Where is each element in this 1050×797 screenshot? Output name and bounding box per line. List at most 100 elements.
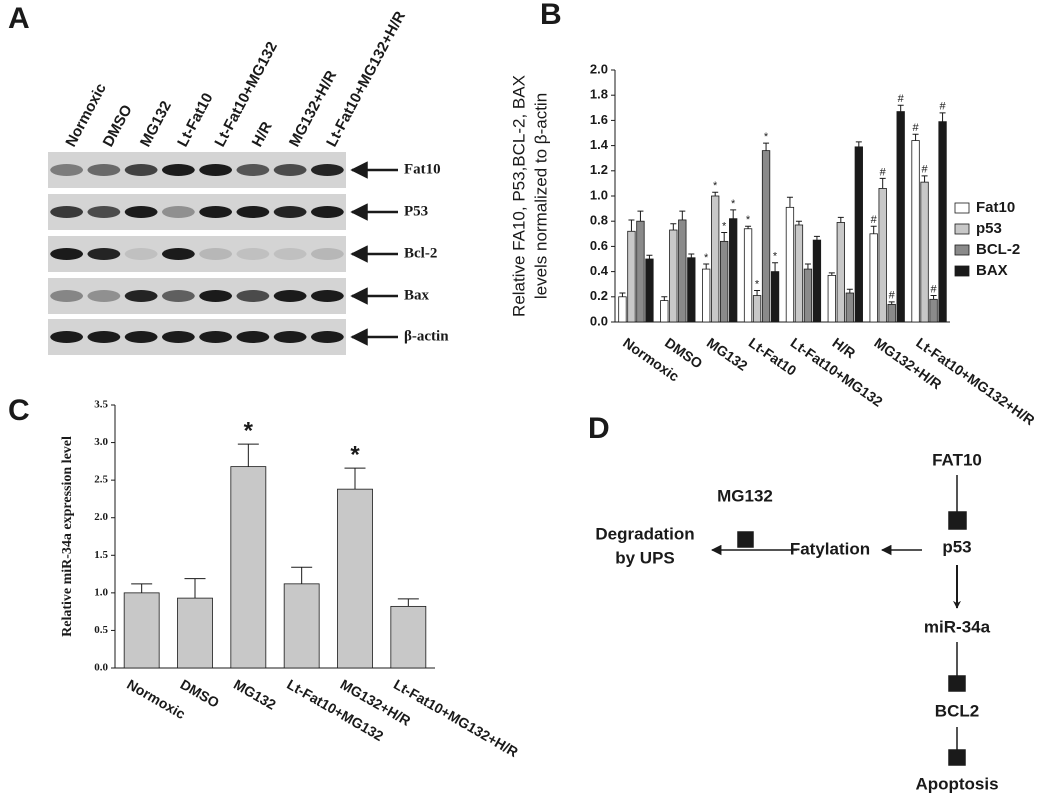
y-tick-label: 1.0 bbox=[590, 187, 608, 202]
error-bar bbox=[879, 177, 886, 189]
bar bbox=[938, 121, 947, 323]
blot-band bbox=[273, 164, 307, 176]
error-bar bbox=[754, 290, 761, 296]
error-bar bbox=[855, 141, 862, 147]
blot-band bbox=[310, 290, 344, 302]
significance-marker: * bbox=[755, 278, 760, 290]
row-label: Bax bbox=[404, 287, 430, 303]
bar bbox=[230, 466, 267, 669]
row-label: P53 bbox=[404, 203, 428, 219]
y-tick-label: 0.4 bbox=[590, 263, 609, 278]
blot-band bbox=[124, 331, 158, 343]
bar bbox=[896, 111, 905, 323]
significance-marker: # bbox=[913, 122, 920, 134]
blot-band bbox=[50, 331, 84, 343]
error-bar bbox=[712, 191, 719, 196]
blot-band bbox=[87, 290, 121, 302]
error-bar bbox=[804, 263, 811, 270]
y-tick-label: 2.0 bbox=[94, 511, 108, 523]
bar bbox=[770, 271, 780, 323]
row-label: Bcl-2 bbox=[404, 245, 437, 261]
error-bar bbox=[846, 288, 853, 294]
significance-marker: # bbox=[931, 283, 938, 295]
bar bbox=[636, 220, 645, 323]
legend-label: BCL-2 bbox=[976, 241, 1020, 258]
significance-marker: * bbox=[350, 441, 360, 468]
y-tick-label: 1.6 bbox=[590, 112, 608, 127]
significance-marker: * bbox=[731, 198, 736, 210]
significance-marker: * bbox=[773, 251, 778, 263]
bar bbox=[337, 488, 373, 669]
blot-band bbox=[161, 164, 195, 176]
blot-band bbox=[161, 248, 195, 260]
error-bar bbox=[184, 578, 206, 599]
y-tick-label: 1.5 bbox=[94, 549, 108, 561]
significance-marker: * bbox=[746, 214, 751, 226]
error-bar bbox=[131, 583, 153, 593]
node-label: FAT10 bbox=[932, 450, 982, 469]
y-tick-label: 0.0 bbox=[590, 313, 608, 328]
significance-marker: * bbox=[713, 180, 718, 192]
bar bbox=[803, 268, 813, 323]
error-bar bbox=[661, 296, 668, 301]
bar bbox=[729, 218, 738, 323]
legend-label: BAX bbox=[976, 262, 1008, 279]
blot-band bbox=[124, 164, 158, 176]
y-tick-label: 3.0 bbox=[94, 436, 108, 448]
y-tick-label: 0.0 bbox=[94, 662, 108, 674]
bar bbox=[283, 583, 320, 669]
error-bar bbox=[828, 272, 835, 276]
blot-band bbox=[199, 164, 233, 176]
y-tick-label: 1.2 bbox=[590, 162, 608, 177]
blot-band bbox=[50, 290, 84, 302]
row-label: β-actin bbox=[404, 328, 449, 344]
bar bbox=[669, 229, 678, 323]
legend-swatch bbox=[954, 223, 970, 235]
blot-band bbox=[124, 290, 158, 302]
blot-band bbox=[236, 248, 270, 260]
lane-label: H/R bbox=[249, 119, 276, 150]
bar bbox=[911, 140, 920, 323]
blot-band bbox=[310, 331, 344, 343]
blot-band bbox=[124, 206, 158, 218]
blot-band bbox=[87, 164, 121, 176]
blot-band bbox=[199, 206, 233, 218]
blot-band bbox=[199, 331, 233, 343]
error-bar bbox=[237, 443, 259, 467]
error-bar bbox=[628, 219, 635, 232]
error-bar bbox=[646, 254, 653, 259]
bar bbox=[687, 257, 696, 323]
y-tick-label: 3.5 bbox=[94, 399, 108, 411]
blot-band bbox=[161, 206, 195, 218]
bar bbox=[794, 224, 804, 323]
y-axis-label: levels normalized to β-actin bbox=[531, 93, 550, 299]
blot-band bbox=[87, 206, 121, 218]
error-bar bbox=[939, 112, 946, 122]
blot-band bbox=[199, 248, 233, 260]
blot-band bbox=[236, 206, 270, 218]
lane-label: Lt-Fat10 bbox=[174, 90, 216, 149]
error-bar bbox=[795, 220, 802, 225]
blot-band bbox=[50, 206, 84, 218]
error-bar bbox=[721, 232, 728, 242]
error-bar bbox=[912, 133, 919, 141]
y-axis-label: Relative FA10, P53,BCL-2, BAX bbox=[509, 75, 528, 317]
blot-band bbox=[310, 164, 344, 176]
bar bbox=[618, 296, 627, 323]
x-tick-label: Normoxic bbox=[124, 676, 188, 722]
blot-band bbox=[273, 248, 307, 260]
node-label: MG132 bbox=[717, 486, 773, 505]
bar bbox=[827, 274, 836, 323]
bar bbox=[123, 592, 160, 669]
error-bar bbox=[688, 253, 695, 258]
legend-swatch bbox=[954, 244, 970, 256]
panel-label: C bbox=[8, 394, 30, 427]
bar bbox=[929, 298, 938, 323]
panel-label: D bbox=[588, 412, 610, 445]
error-bar bbox=[772, 262, 779, 272]
blot-band bbox=[236, 164, 270, 176]
error-bar bbox=[870, 225, 877, 234]
error-bar bbox=[637, 210, 644, 222]
lane-label: DMSO bbox=[100, 102, 136, 150]
y-axis-label: Relative miR-34a expression level bbox=[60, 436, 75, 637]
